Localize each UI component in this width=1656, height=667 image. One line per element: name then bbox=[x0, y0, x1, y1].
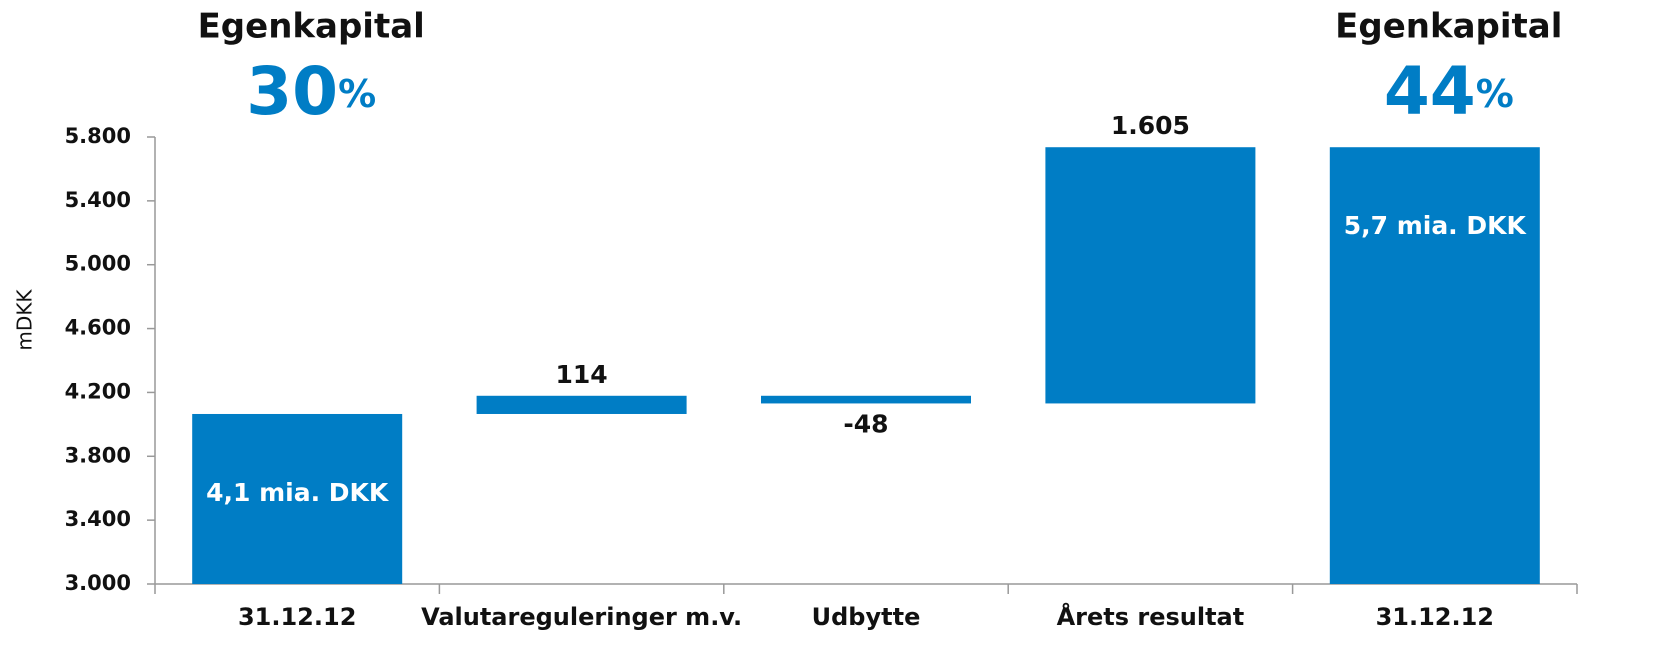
annotation-number: 44 bbox=[1384, 53, 1476, 130]
y-tick-label: 5.400 bbox=[65, 188, 131, 212]
annotation-value: 44% bbox=[1384, 53, 1514, 130]
y-tick-label: 4.600 bbox=[65, 316, 131, 340]
y-tick-label: 3.000 bbox=[65, 571, 131, 595]
data-label: 4,1 mia. DKK bbox=[206, 478, 390, 507]
bar bbox=[1329, 147, 1540, 584]
y-tick-label: 4.200 bbox=[65, 379, 131, 403]
x-tick-label: 31.12.12 bbox=[238, 603, 356, 631]
annotation-unit: % bbox=[338, 72, 376, 116]
data-label: 5,7 mia. DKK bbox=[1344, 211, 1528, 240]
x-tick-label: 31.12.12 bbox=[1376, 603, 1494, 631]
annotation-unit: % bbox=[1476, 72, 1514, 116]
bar bbox=[476, 395, 687, 414]
data-label: -48 bbox=[843, 409, 888, 438]
annotation-title: Egenkapital bbox=[198, 7, 425, 47]
bar bbox=[761, 395, 971, 404]
y-tick-label: 3.400 bbox=[65, 507, 131, 531]
y-tick-label: 5.000 bbox=[65, 252, 131, 276]
bar bbox=[192, 413, 403, 584]
x-tick-label: Valutareguleringer m.v. bbox=[421, 603, 742, 631]
annotation-title: Egenkapital bbox=[1335, 7, 1562, 47]
annotation-number: 30 bbox=[246, 53, 338, 130]
data-label: 114 bbox=[556, 360, 608, 389]
x-tick-label: Årets resultat bbox=[1057, 602, 1245, 631]
y-axis-label: mDKK bbox=[13, 289, 37, 351]
bar bbox=[1045, 147, 1256, 404]
annotation-value: 30% bbox=[246, 53, 376, 130]
x-tick-label: Udbytte bbox=[812, 603, 921, 631]
data-label: 1.605 bbox=[1111, 111, 1190, 140]
y-tick-label: 3.800 bbox=[65, 443, 131, 467]
y-tick-label: 5.800 bbox=[65, 124, 131, 148]
